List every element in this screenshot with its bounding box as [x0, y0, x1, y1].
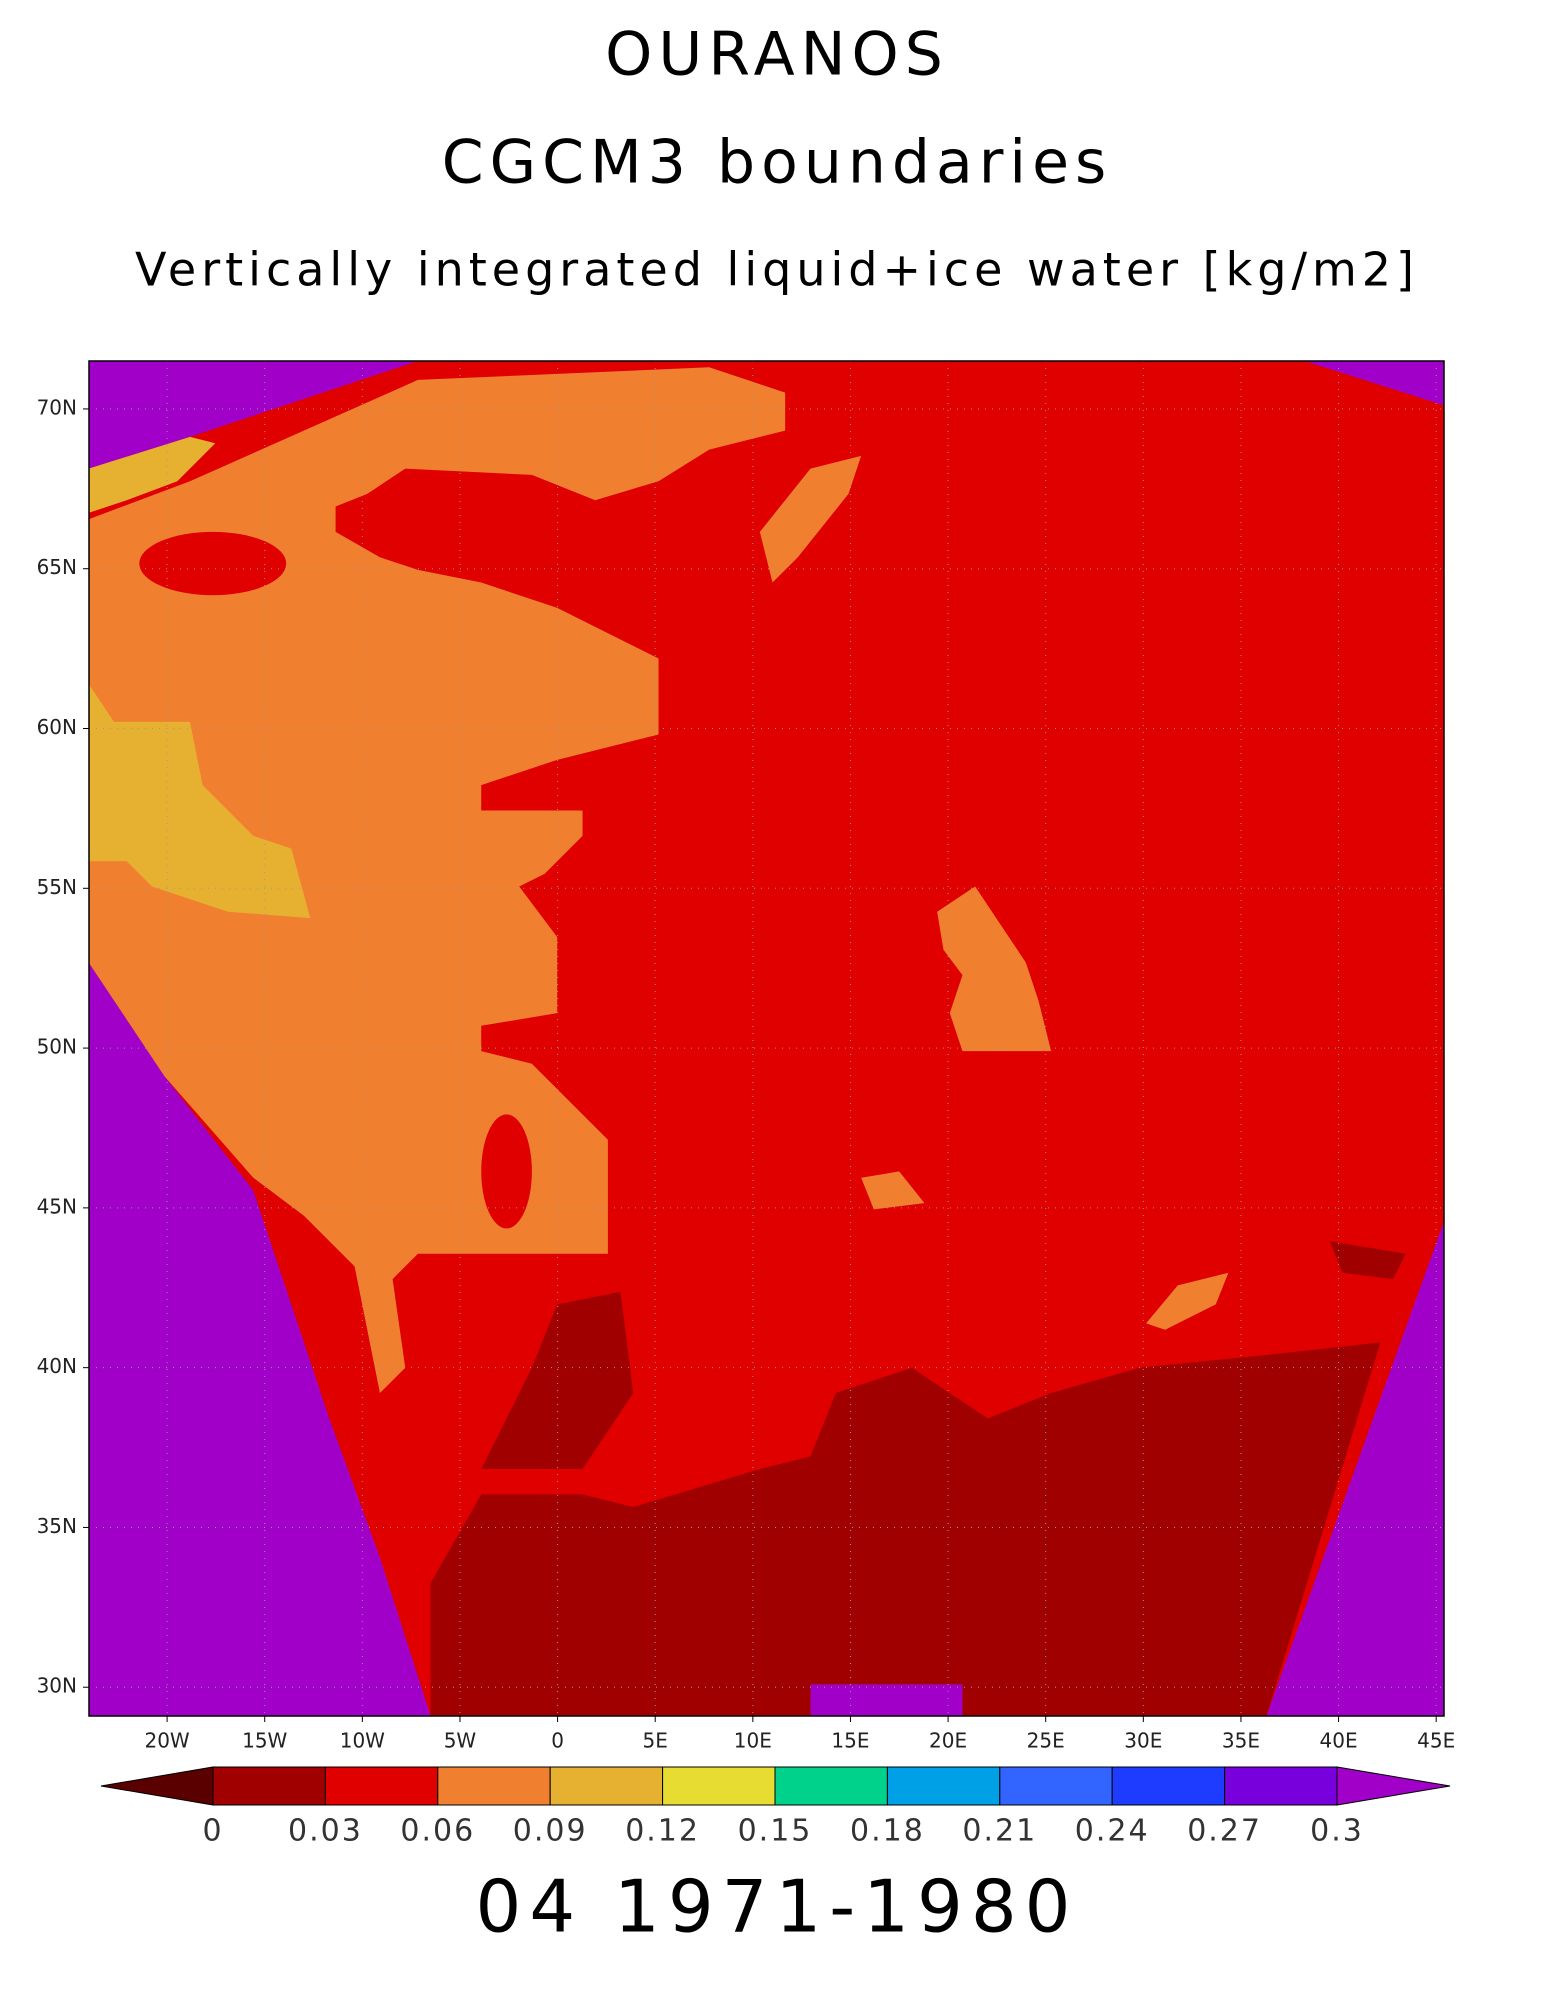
- x-tick-label: 5W: [444, 1729, 477, 1753]
- colorbar-label: 0.21: [962, 1814, 1037, 1849]
- colorbar-label: 0.3: [1310, 1814, 1364, 1849]
- colorbar-label: 0: [202, 1814, 223, 1849]
- period-label: 04 1971-1980: [476, 1865, 1079, 1949]
- y-tick-label: 65N: [37, 555, 77, 579]
- colorbar-over: [1336, 1766, 1451, 1806]
- region: [89, 436, 216, 513]
- x-tick-label: 5E: [643, 1729, 668, 1753]
- y-tick-label: 60N: [37, 715, 77, 739]
- x-tick-label: 20E: [929, 1729, 967, 1753]
- colorbar-box: [1111, 1766, 1226, 1806]
- region: [139, 531, 287, 596]
- region: [481, 1114, 532, 1229]
- region: [89, 367, 786, 1394]
- region: [481, 1291, 634, 1470]
- region: [1329, 1241, 1406, 1280]
- y-tick-label: 70N: [37, 395, 77, 419]
- colorbar-box: [437, 1766, 551, 1806]
- x-tick-label: 25E: [1027, 1729, 1065, 1753]
- x-tick-label: 35E: [1222, 1729, 1260, 1753]
- region: [937, 886, 1052, 1052]
- x-tick-label: 45E: [1417, 1729, 1455, 1753]
- colorbar-box: [549, 1766, 664, 1806]
- x-tick-label: 10E: [734, 1729, 772, 1753]
- region: [89, 684, 311, 919]
- x-tick-label: 20W: [144, 1729, 189, 1753]
- map-field: [89, 361, 1444, 1716]
- variable-label: Vertically integrated liquid+ice water […: [135, 243, 1419, 297]
- region: [1146, 1272, 1229, 1330]
- frame: [88, 360, 1445, 1717]
- y-tick-label: 30N: [37, 1674, 77, 1698]
- colorbar-box: [999, 1766, 1113, 1806]
- y-tick-label: 40N: [37, 1354, 77, 1378]
- colorbar-box: [662, 1766, 776, 1806]
- colorbar-label: 0.15: [738, 1814, 813, 1849]
- colorbar-label: 0.03: [288, 1814, 363, 1849]
- region: [861, 1171, 925, 1210]
- y-tick-label: 35N: [37, 1514, 77, 1538]
- x-tick-label: 40E: [1320, 1729, 1358, 1753]
- colorbar-box: [1224, 1766, 1338, 1806]
- x-tick-label: 0: [551, 1729, 564, 1753]
- colorbar-label: 0.09: [513, 1814, 588, 1849]
- y-tick-label: 50N: [37, 1035, 77, 1059]
- x-tick-label: 30E: [1124, 1729, 1162, 1753]
- region: [430, 1342, 1381, 1716]
- colorbar-box: [886, 1766, 1001, 1806]
- y-tick-label: 55N: [37, 875, 77, 899]
- colorbar-box: [212, 1766, 326, 1806]
- x-tick-label: 15W: [242, 1729, 287, 1753]
- colorbar-label: 0.24: [1075, 1814, 1150, 1849]
- colorbar-label: 0.18: [850, 1814, 925, 1849]
- colorbar-under: [100, 1766, 214, 1806]
- x-tick-label: 10W: [340, 1729, 385, 1753]
- x-tick-label: 15E: [831, 1729, 869, 1753]
- colorbar-box: [324, 1766, 439, 1806]
- subtitle: CGCM3 boundaries: [442, 128, 1113, 198]
- colorbar-label: 0.27: [1187, 1814, 1262, 1849]
- colorbar-box: [774, 1766, 888, 1806]
- title: OURANOS: [605, 20, 949, 90]
- y-tick-label: 45N: [37, 1194, 77, 1218]
- colorbar-label: 0.06: [400, 1814, 475, 1849]
- colorbar-label: 0.12: [625, 1814, 700, 1849]
- region: [759, 455, 862, 583]
